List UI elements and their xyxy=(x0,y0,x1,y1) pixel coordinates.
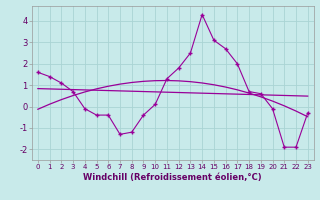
X-axis label: Windchill (Refroidissement éolien,°C): Windchill (Refroidissement éolien,°C) xyxy=(84,173,262,182)
